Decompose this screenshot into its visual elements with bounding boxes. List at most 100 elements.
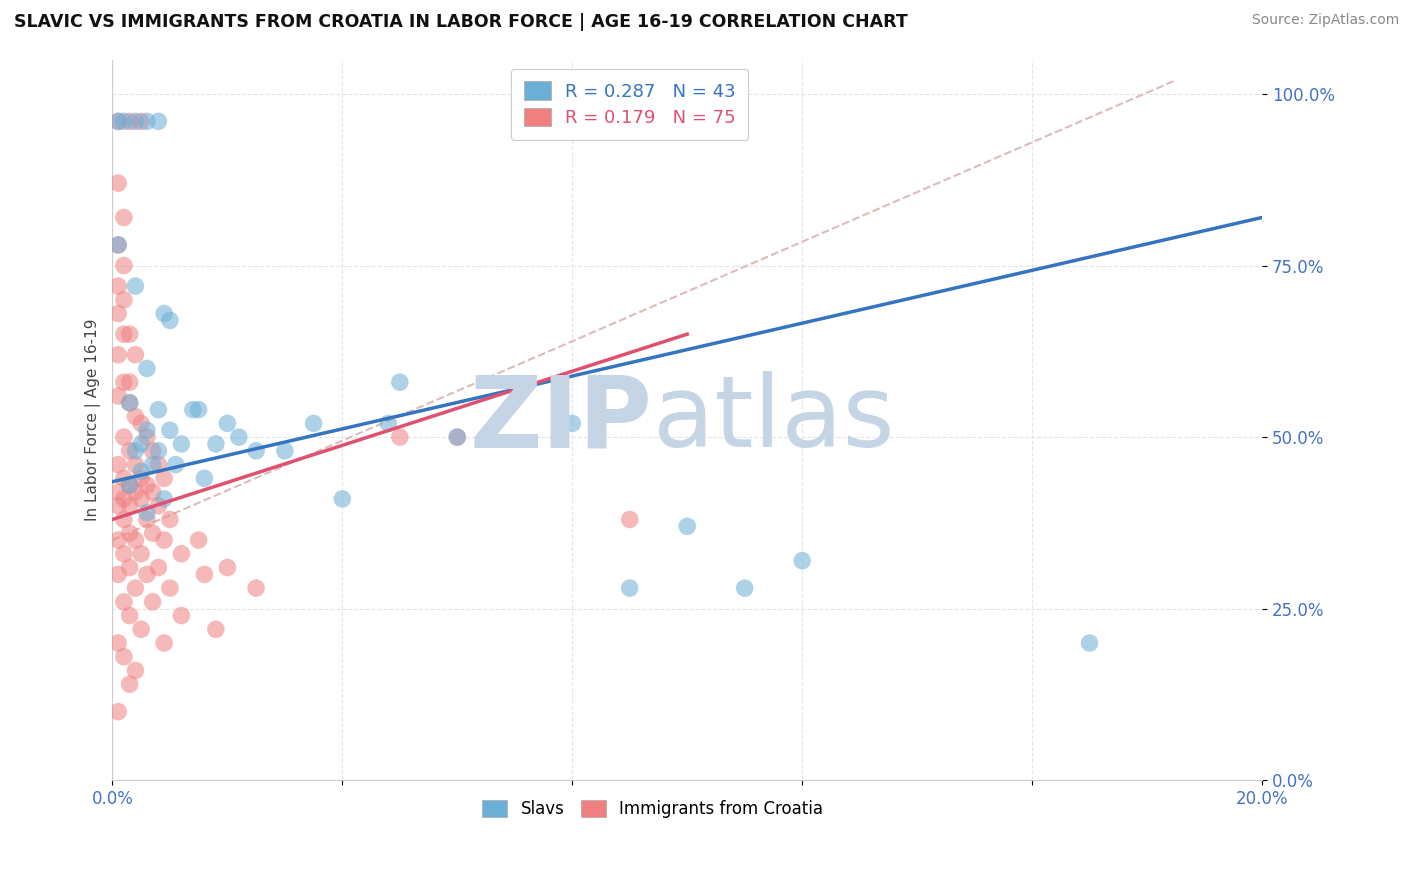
Point	[112, 491, 135, 506]
Point	[187, 402, 209, 417]
Text: Source: ZipAtlas.com: Source: ZipAtlas.com	[1251, 13, 1399, 28]
Point	[142, 458, 165, 472]
Point	[124, 581, 146, 595]
Point	[170, 437, 193, 451]
Point	[153, 636, 176, 650]
Point	[118, 327, 141, 342]
Point	[112, 259, 135, 273]
Point	[302, 417, 325, 431]
Point	[193, 471, 215, 485]
Point	[159, 423, 181, 437]
Point	[129, 547, 152, 561]
Point	[135, 114, 157, 128]
Point	[187, 533, 209, 547]
Point	[107, 567, 129, 582]
Point	[118, 499, 141, 513]
Point	[107, 238, 129, 252]
Point	[148, 499, 170, 513]
Point	[112, 114, 135, 128]
Point	[129, 622, 152, 636]
Point	[124, 485, 146, 500]
Text: ZIP: ZIP	[470, 371, 652, 468]
Point	[118, 478, 141, 492]
Point	[107, 176, 129, 190]
Point	[135, 423, 157, 437]
Point	[159, 581, 181, 595]
Point	[153, 533, 176, 547]
Point	[153, 471, 176, 485]
Point	[205, 622, 228, 636]
Point	[118, 375, 141, 389]
Point	[129, 114, 152, 128]
Point	[129, 417, 152, 431]
Point	[159, 313, 181, 327]
Point	[124, 348, 146, 362]
Point	[142, 526, 165, 541]
Point	[619, 512, 641, 526]
Point	[129, 437, 152, 451]
Point	[135, 567, 157, 582]
Point	[148, 458, 170, 472]
Point	[124, 114, 146, 128]
Point	[118, 526, 141, 541]
Point	[118, 478, 141, 492]
Point	[193, 567, 215, 582]
Point	[129, 471, 152, 485]
Text: SLAVIC VS IMMIGRANTS FROM CROATIA IN LABOR FORCE | AGE 16-19 CORRELATION CHART: SLAVIC VS IMMIGRANTS FROM CROATIA IN LAB…	[14, 13, 908, 31]
Point	[170, 608, 193, 623]
Point	[388, 375, 411, 389]
Point	[107, 389, 129, 403]
Point	[142, 443, 165, 458]
Point	[107, 307, 129, 321]
Point	[107, 499, 129, 513]
Text: atlas: atlas	[652, 371, 894, 468]
Point	[129, 465, 152, 479]
Point	[129, 491, 152, 506]
Point	[153, 307, 176, 321]
Point	[245, 443, 267, 458]
Point	[142, 595, 165, 609]
Point	[135, 478, 157, 492]
Point	[217, 560, 239, 574]
Point	[118, 677, 141, 691]
Point	[274, 443, 297, 458]
Point	[330, 491, 353, 506]
Point	[135, 506, 157, 520]
Point	[112, 595, 135, 609]
Point	[118, 608, 141, 623]
Point	[148, 560, 170, 574]
Point	[118, 396, 141, 410]
Point	[118, 396, 141, 410]
Point	[181, 402, 204, 417]
Point	[112, 327, 135, 342]
Point	[107, 485, 129, 500]
Point	[107, 238, 129, 252]
Point	[148, 443, 170, 458]
Point	[112, 375, 135, 389]
Point	[112, 512, 135, 526]
Point	[112, 649, 135, 664]
Point	[165, 458, 187, 472]
Point	[153, 491, 176, 506]
Point	[676, 519, 699, 533]
Point	[112, 430, 135, 444]
Point	[118, 443, 141, 458]
Point	[107, 279, 129, 293]
Point	[148, 114, 170, 128]
Y-axis label: In Labor Force | Age 16-19: In Labor Force | Age 16-19	[86, 318, 101, 521]
Point	[112, 471, 135, 485]
Point	[217, 417, 239, 431]
Point	[135, 430, 157, 444]
Point	[377, 417, 399, 431]
Point	[148, 402, 170, 417]
Point	[170, 547, 193, 561]
Point	[107, 114, 129, 128]
Point	[124, 458, 146, 472]
Point	[112, 211, 135, 225]
Point	[388, 430, 411, 444]
Point	[107, 458, 129, 472]
Point	[159, 512, 181, 526]
Legend: Slavs, Immigrants from Croatia: Slavs, Immigrants from Croatia	[474, 791, 832, 826]
Point	[142, 485, 165, 500]
Point	[1078, 636, 1101, 650]
